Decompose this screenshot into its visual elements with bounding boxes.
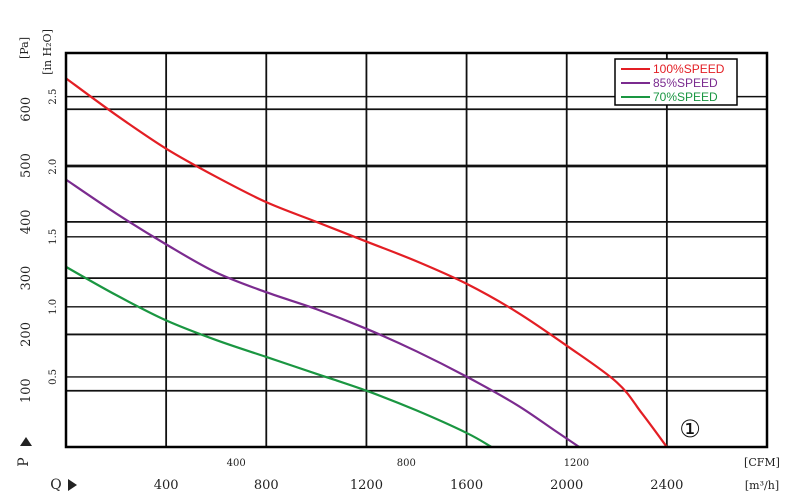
y-tick-label-inh2o: 0.5 [48, 369, 59, 385]
tick-labels: 400 800 1200 1600 2000 2400 400 800 1200 100 200 30… [19, 89, 683, 493]
y-tick-label: 200 [19, 322, 34, 347]
y-tick-label: 400 [19, 209, 34, 234]
y-axis-arrow-icon [20, 437, 32, 446]
y-units-primary: [Pa] [18, 37, 31, 59]
legend-label-100: 100%SPEED [653, 62, 725, 76]
x-units-primary: [m³/h] [745, 479, 779, 492]
plot-frame [64, 51, 769, 449]
series-lines [65, 77, 668, 448]
y-tick-label: 100 [19, 378, 34, 403]
x-tick-label: 2000 [550, 478, 583, 493]
y-tick-label-inh2o: 1.0 [48, 299, 59, 315]
curve-number-marker: ① [679, 415, 701, 443]
y-tick-label: 500 [19, 153, 34, 178]
x-tick-label: 1200 [350, 478, 383, 493]
x-tick-label-cfm: 800 [397, 458, 416, 469]
y-tick-label: 600 [19, 97, 34, 122]
series-line-100speed [65, 77, 668, 448]
y-tick-label: 300 [19, 266, 34, 291]
x-units-secondary: [CFM] [744, 456, 780, 469]
legend-label-70: 70%SPEED [653, 90, 718, 104]
x-axis-arrow-icon [68, 479, 77, 491]
x-tick-label: 800 [254, 478, 279, 493]
x-tick-label-cfm: 400 [227, 458, 246, 469]
x-tick-label: 1600 [450, 478, 483, 493]
grid-lines [66, 53, 767, 447]
y-tick-label-inh2o: 2.5 [48, 89, 59, 105]
legend-label-85: 85%SPEED [653, 76, 718, 90]
plot-area [66, 53, 767, 447]
y-tick-label-inh2o: 1.5 [48, 229, 59, 245]
x-tick-label-cfm: 1200 [564, 458, 589, 469]
y-axis-label: P [16, 457, 32, 466]
series-line-85speed [65, 178, 580, 448]
legend: 100%SPEED 85%SPEED 70%SPEED [614, 58, 738, 106]
x-tick-label: 400 [154, 478, 179, 493]
y-units-secondary: [in H₂O] [41, 29, 54, 75]
x-axis-label: Q [50, 477, 61, 493]
x-tick-label: 2400 [650, 478, 683, 493]
series-line-70speed [65, 265, 493, 448]
y-tick-label-inh2o: 2.0 [48, 159, 59, 175]
